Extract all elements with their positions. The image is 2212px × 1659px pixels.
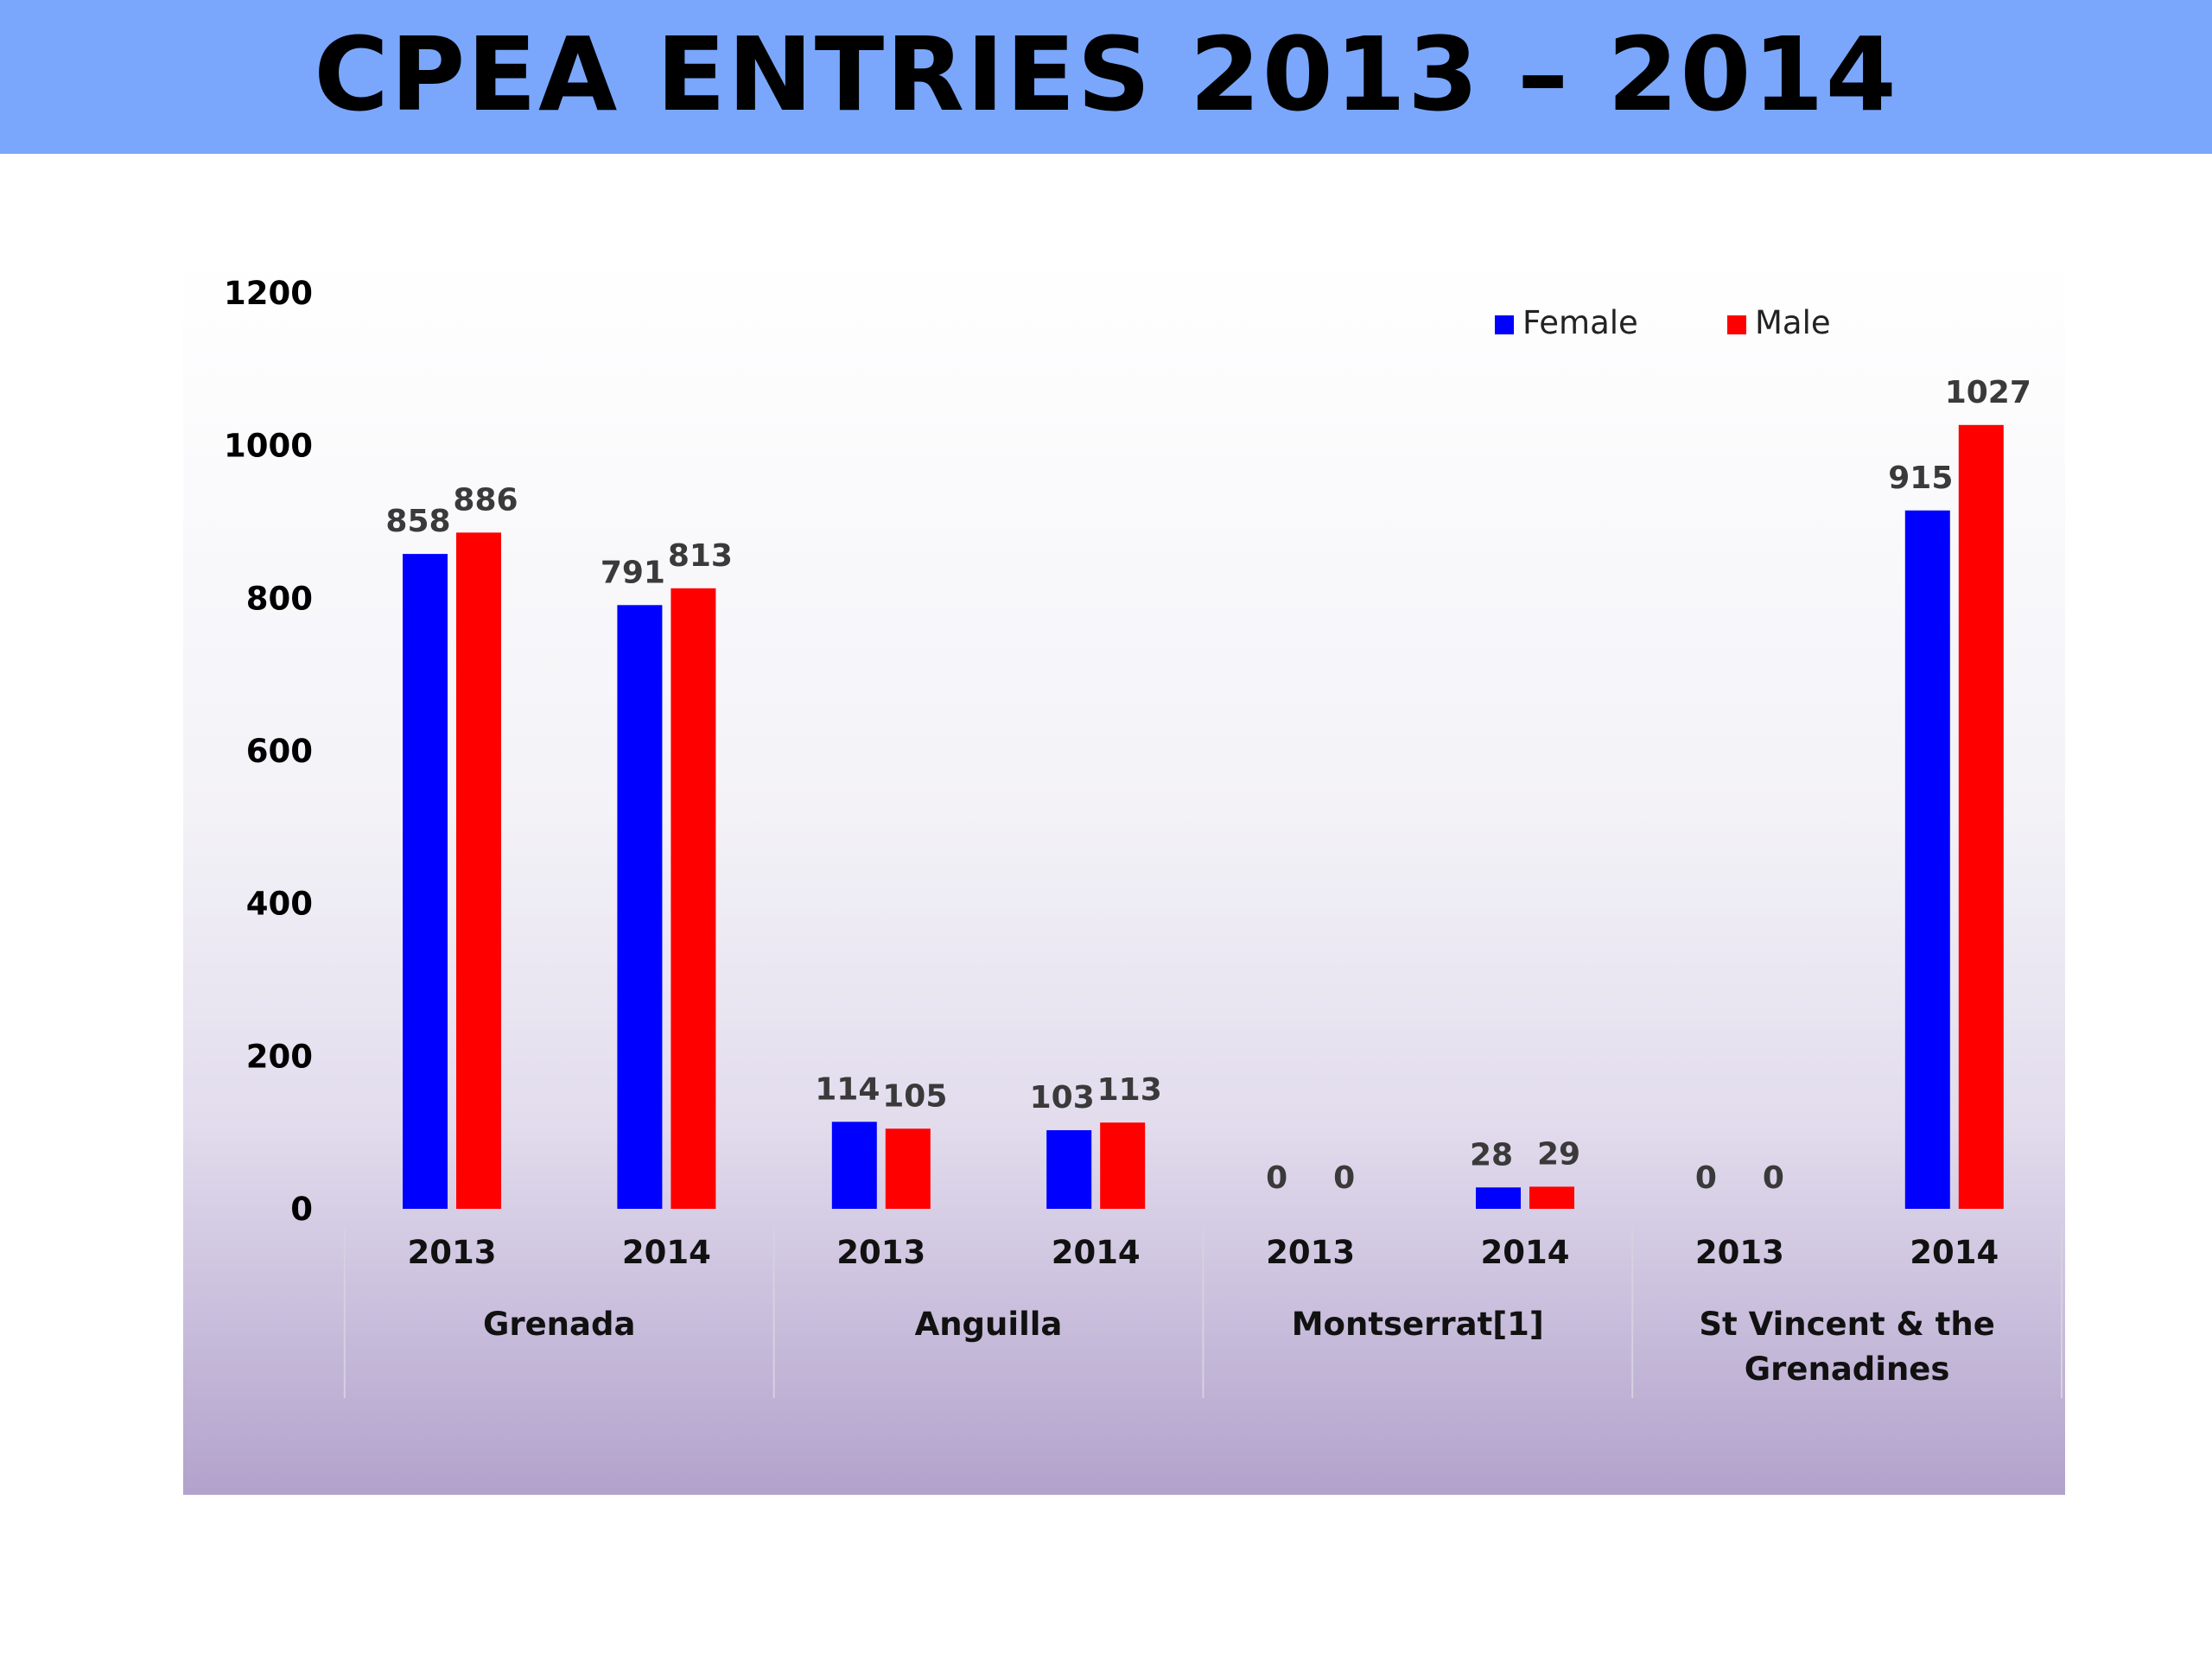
slide-title: CPEA ENTRIES 2013 – 2014: [314, 15, 1898, 134]
data-label: 915: [1888, 461, 1953, 496]
title-bar: CPEA ENTRIES 2013 – 2014: [0, 0, 2212, 154]
y-tick-label: 400: [246, 886, 313, 923]
bar-male: [1529, 1186, 1574, 1209]
y-tick-label: 200: [246, 1038, 313, 1075]
x-category-label: 2014: [1910, 1234, 1999, 1271]
legend-item-female: Female: [1495, 304, 1638, 341]
data-label: 813: [668, 538, 733, 574]
bar-female: [617, 605, 663, 1209]
data-label: 103: [1030, 1080, 1095, 1116]
legend-swatch: [1495, 315, 1514, 334]
x-category-label: 2014: [1481, 1234, 1570, 1271]
x-category-label: 2013: [836, 1234, 925, 1271]
bar-female: [403, 554, 448, 1209]
data-label: 28: [1470, 1137, 1513, 1173]
bar-male: [671, 588, 716, 1209]
data-label: 791: [601, 555, 665, 590]
y-tick-label: 600: [246, 733, 313, 770]
chart-area: 0 200 400 600 800 1000 1200 858 886 791 813 114 105…: [183, 256, 2065, 1495]
data-label: 0: [1695, 1160, 1717, 1196]
bar-female: [1476, 1187, 1521, 1209]
legend-label: Female: [1522, 304, 1638, 341]
x-category-label: 2014: [1052, 1234, 1141, 1271]
data-label: 105: [882, 1078, 947, 1114]
x-category-label: 2013: [1695, 1234, 1784, 1271]
data-label: 0: [1266, 1160, 1287, 1196]
bar-female: [831, 1122, 877, 1209]
data-label: 29: [1537, 1136, 1580, 1172]
bar-male: [456, 532, 501, 1209]
bar-male: [885, 1128, 931, 1209]
x-category-label: 2013: [1266, 1234, 1355, 1271]
x-group-label: Montserrat[1]: [1292, 1306, 1544, 1343]
x-category-label: 2013: [408, 1234, 497, 1271]
x-category-label: 2014: [622, 1234, 711, 1271]
y-tick-label: 1000: [224, 428, 313, 465]
bar-female: [1046, 1130, 1092, 1209]
data-label: 858: [385, 504, 450, 539]
data-label: 113: [1097, 1072, 1162, 1108]
bar-male: [1958, 424, 2004, 1209]
y-tick-label: 0: [290, 1191, 313, 1228]
x-group-label: St Vincent & the Grenadines: [1699, 1306, 1994, 1388]
x-group-label: Anguilla: [915, 1306, 1063, 1343]
bar-female: [1904, 510, 1950, 1209]
data-label: 0: [1333, 1160, 1355, 1196]
legend-label: Male: [1755, 304, 1831, 341]
data-label: 114: [815, 1071, 880, 1107]
y-tick-label: 1200: [224, 275, 313, 312]
legend-swatch: [1727, 315, 1746, 334]
legend-item-male: Male: [1727, 304, 1831, 341]
data-label: 0: [1763, 1160, 1784, 1196]
bar-male: [1100, 1122, 1146, 1209]
x-group-label: Grenada: [483, 1306, 635, 1343]
data-label: 1027: [1945, 375, 2031, 410]
data-label: 886: [453, 482, 518, 518]
y-tick-label: 800: [246, 580, 313, 617]
